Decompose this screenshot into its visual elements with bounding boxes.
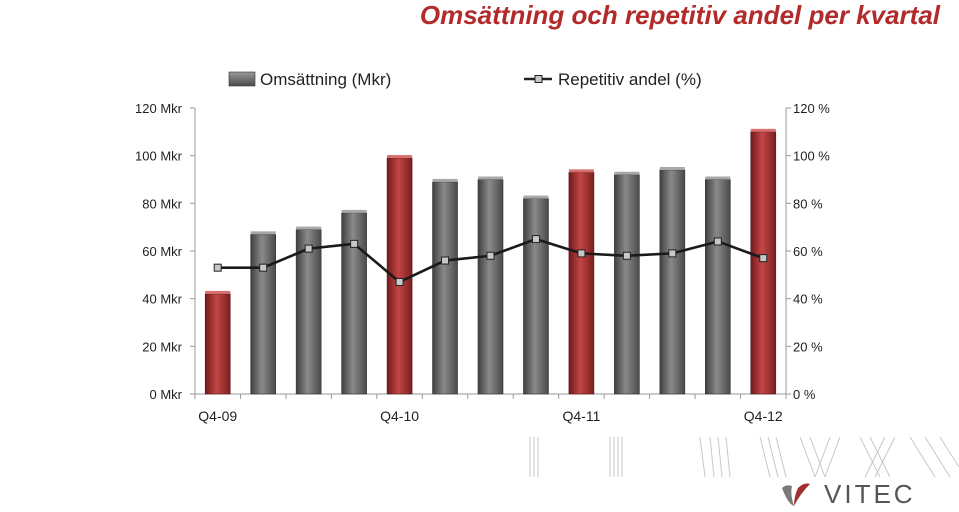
footer-stripes xyxy=(529,437,959,478)
legend-label-omsattning: Omsättning (Mkr) xyxy=(260,70,391,89)
bar-top-Q1-10 xyxy=(250,231,276,235)
bar-Q4-09 xyxy=(204,293,231,395)
bar-top-Q2-12 xyxy=(659,166,685,170)
bar-Q3-12 xyxy=(705,179,731,395)
y-left-tick-label: 20 Mkr xyxy=(142,339,182,354)
line-point-Q3-12 xyxy=(713,237,722,246)
y-left-tick-label: 80 Mkr xyxy=(142,196,182,211)
line-point-Q1-12 xyxy=(622,251,631,260)
bar-top-Q4-11 xyxy=(568,169,594,173)
bar-top-Q2-11 xyxy=(478,176,503,180)
bar-top-Q3-12 xyxy=(705,176,731,180)
vitec-logo: VITEC xyxy=(778,478,916,509)
line-point-Q4-11 xyxy=(577,249,586,258)
x-tick-label-Q4-09: Q4-09 xyxy=(198,408,237,424)
x-tick-label-Q4-12: Q4-12 xyxy=(744,408,783,424)
y-left-tick-label: 100 Mkr xyxy=(135,149,183,164)
bar-top-Q3-10 xyxy=(341,209,367,213)
line-point-Q1-10 xyxy=(259,263,268,272)
bar-Q4-11 xyxy=(568,172,595,395)
y-right-tick-label: 0 % xyxy=(793,387,816,402)
vitec-logo-text: VITEC xyxy=(824,478,916,509)
vitec-logo-mark-icon xyxy=(782,483,810,506)
bar-top-Q2-10 xyxy=(296,226,322,230)
line-point-Q4-09 xyxy=(213,263,222,272)
bar-Q1-11 xyxy=(432,181,458,395)
y-left-tick-label: 40 Mkr xyxy=(142,292,182,307)
line-point-Q3-11 xyxy=(531,235,540,244)
bar-top-Q1-12 xyxy=(614,171,640,175)
legend-line-marker xyxy=(534,75,543,83)
y-right-tick-label: 40 % xyxy=(793,292,823,307)
y-left-tick-label: 0 Mkr xyxy=(150,387,183,402)
line-point-Q4-12 xyxy=(759,254,768,263)
bar-top-Q1-11 xyxy=(432,178,458,182)
line-point-Q4-10 xyxy=(395,277,404,286)
x-tick-label-Q4-11: Q4-11 xyxy=(562,408,600,424)
bar-Q2-12 xyxy=(659,169,686,395)
line-point-Q2-11 xyxy=(486,251,495,260)
y-right-tick-label: 80 % xyxy=(793,196,823,211)
y-left-tick-label: 120 Mkr xyxy=(135,101,183,116)
y-left-tick-label: 60 Mkr xyxy=(142,244,182,259)
bar-Q1-12 xyxy=(614,174,640,395)
legend-label-repetitiv: Repetitiv andel (%) xyxy=(558,70,702,89)
bar-Q2-11 xyxy=(477,179,504,395)
combo-chart: 0 Mkr 0 % 20 Mkr 20 % 40 Mkr 40 % 60 Mkr 60 % 80… xyxy=(135,70,830,424)
y-right-tick-label: 60 % xyxy=(793,244,823,259)
bar-Q3-11 xyxy=(523,198,549,395)
bar-Q1-10 xyxy=(250,234,276,395)
x-tick-label-Q4-10: Q4-10 xyxy=(380,408,419,424)
bar-top-Q3-11 xyxy=(523,195,549,199)
line-point-Q2-12 xyxy=(668,249,677,258)
bar-Q4-12 xyxy=(750,131,777,395)
y-right-tick-label: 120 % xyxy=(793,101,830,116)
bar-top-Q4-09 xyxy=(205,290,231,294)
legend-bar-swatch xyxy=(228,71,256,87)
line-point-Q1-11 xyxy=(441,256,450,265)
footer-band xyxy=(0,437,959,512)
y-right-tick-label: 20 % xyxy=(793,339,823,354)
bar-top-Q4-10 xyxy=(387,155,413,159)
line-point-Q3-10 xyxy=(350,239,359,248)
chart-title: Omsättning och repetitiv andel per kvart… xyxy=(419,0,940,30)
line-point-Q2-10 xyxy=(304,244,313,253)
bar-top-Q4-12 xyxy=(750,128,776,132)
bar-Q2-10 xyxy=(295,229,322,395)
y-right-tick-label: 100 % xyxy=(793,149,830,164)
